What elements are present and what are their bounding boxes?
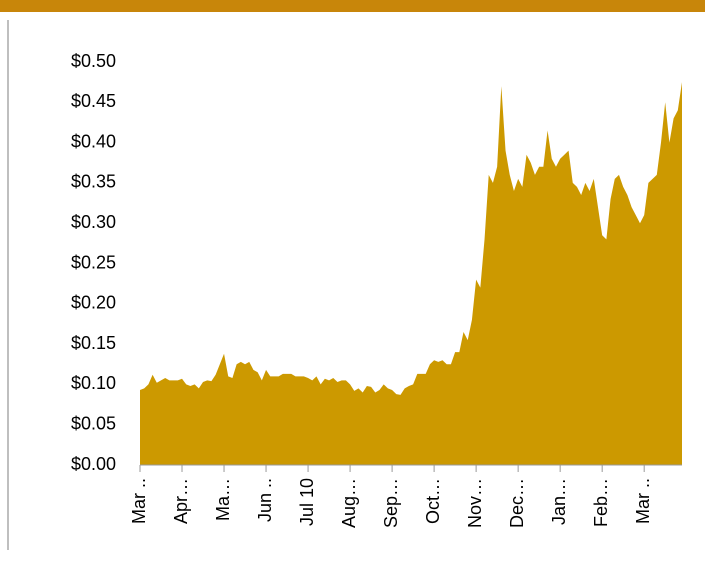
x-tick-label: Mar .. (633, 478, 653, 524)
y-tick-label: $0.00 (71, 454, 116, 474)
y-tick-label: $0.20 (71, 293, 116, 313)
top-bar (0, 0, 705, 12)
x-tick-label: Jan… (549, 478, 569, 525)
area (140, 82, 682, 466)
y-tick-label: $0.40 (71, 131, 116, 151)
x-tick-label: Jun .. (255, 478, 275, 522)
y-tick-label: $0.10 (71, 373, 116, 393)
x-tick-label: Oct… (423, 478, 443, 524)
y-tick-label: $0.35 (71, 172, 116, 192)
y-tick-label: $0.45 (71, 91, 116, 111)
x-tick-label: Mar .. (129, 478, 149, 524)
y-tick-label: $0.05 (71, 413, 116, 433)
x-tick-label: Dec… (507, 478, 527, 528)
y-tick-label: $0.15 (71, 333, 116, 353)
y-tick-label: $0.25 (71, 252, 116, 272)
y-tick-label: $0.50 (71, 51, 116, 71)
x-tick-label: Feb… (591, 478, 611, 527)
x-tick-label: Apr… (171, 478, 191, 524)
y-tick-label: $0.30 (71, 212, 116, 232)
x-tick-label: Sep… (381, 478, 401, 528)
x-tick-label: Nov… (465, 478, 485, 528)
x-tick-label: Ma… (213, 478, 233, 521)
x-tick-label: Aug… (339, 478, 359, 528)
x-tick-label: Jul 10 (297, 478, 317, 526)
